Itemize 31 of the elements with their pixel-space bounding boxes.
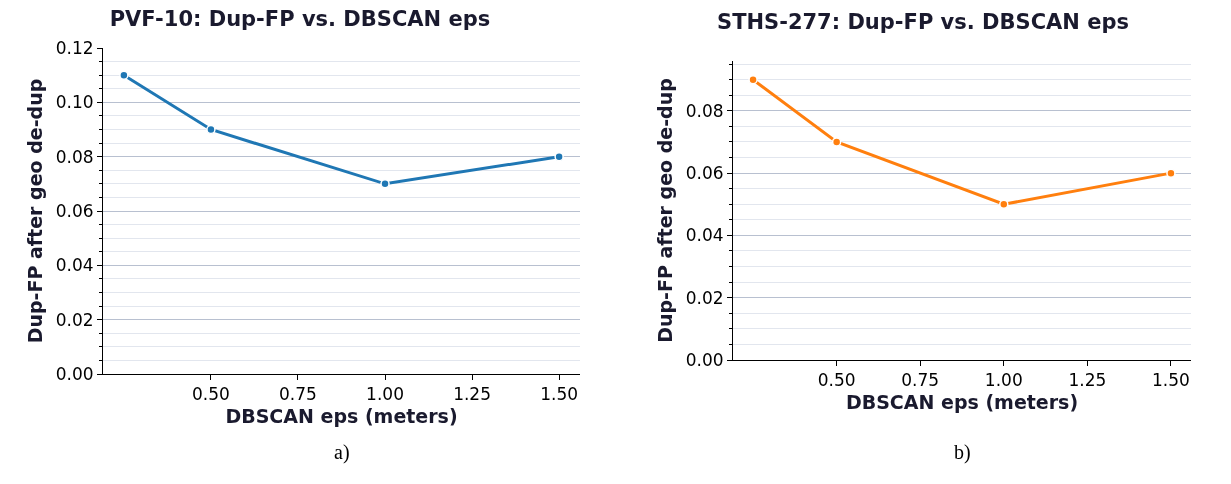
- x-axis-title: DBSCAN eps (meters): [225, 405, 458, 428]
- y-tick-label: 0.02: [55, 309, 94, 330]
- x-tick-label: 1.25: [1068, 370, 1107, 391]
- y-tick-label: 0.08: [685, 100, 724, 121]
- x-tick-label: 0.75: [901, 370, 940, 391]
- point: [831, 137, 842, 147]
- y-tick-label: 0.00: [685, 349, 724, 370]
- x-tick-label: 1.00: [984, 370, 1023, 391]
- x-tick-label: 1.25: [453, 384, 491, 405]
- chart-title: PVF-10: Dup-FP vs. DBSCAN eps: [109, 7, 491, 32]
- y-axis-title: Dup-FP after geo de-dup: [653, 78, 676, 343]
- y-tick-label: 0.04: [685, 225, 724, 246]
- text: b): [954, 441, 971, 464]
- y-tick-label: 0.06: [685, 163, 724, 184]
- x-tick-label: 1.50: [1152, 370, 1190, 391]
- x-tick-label: 1.50: [540, 384, 579, 405]
- y-tick-label: 0.10: [55, 92, 94, 113]
- y-tick-label: 0.00: [55, 363, 94, 384]
- y-tick-label: 0.02: [685, 287, 724, 308]
- y-tick-label: 0.12: [55, 37, 94, 58]
- y-tick-label: 0.06: [55, 200, 94, 221]
- y-tick-label: 0.08: [55, 146, 94, 167]
- y-axis-title: Dup-FP after geo de-dup: [23, 78, 46, 344]
- chart-title: STHS-277: Dup-FP vs. DBSCAN eps: [717, 10, 1129, 35]
- x-axis-title: DBSCAN eps (meters): [845, 391, 1079, 414]
- x-tick-label: 0.75: [279, 384, 317, 405]
- text: a): [334, 441, 350, 464]
- x-tick-label: 0.50: [192, 384, 230, 405]
- y-tick-label: 0.04: [55, 255, 94, 276]
- x-tick-label: 1.00: [366, 384, 404, 405]
- x-tick-label: 0.50: [817, 370, 856, 391]
